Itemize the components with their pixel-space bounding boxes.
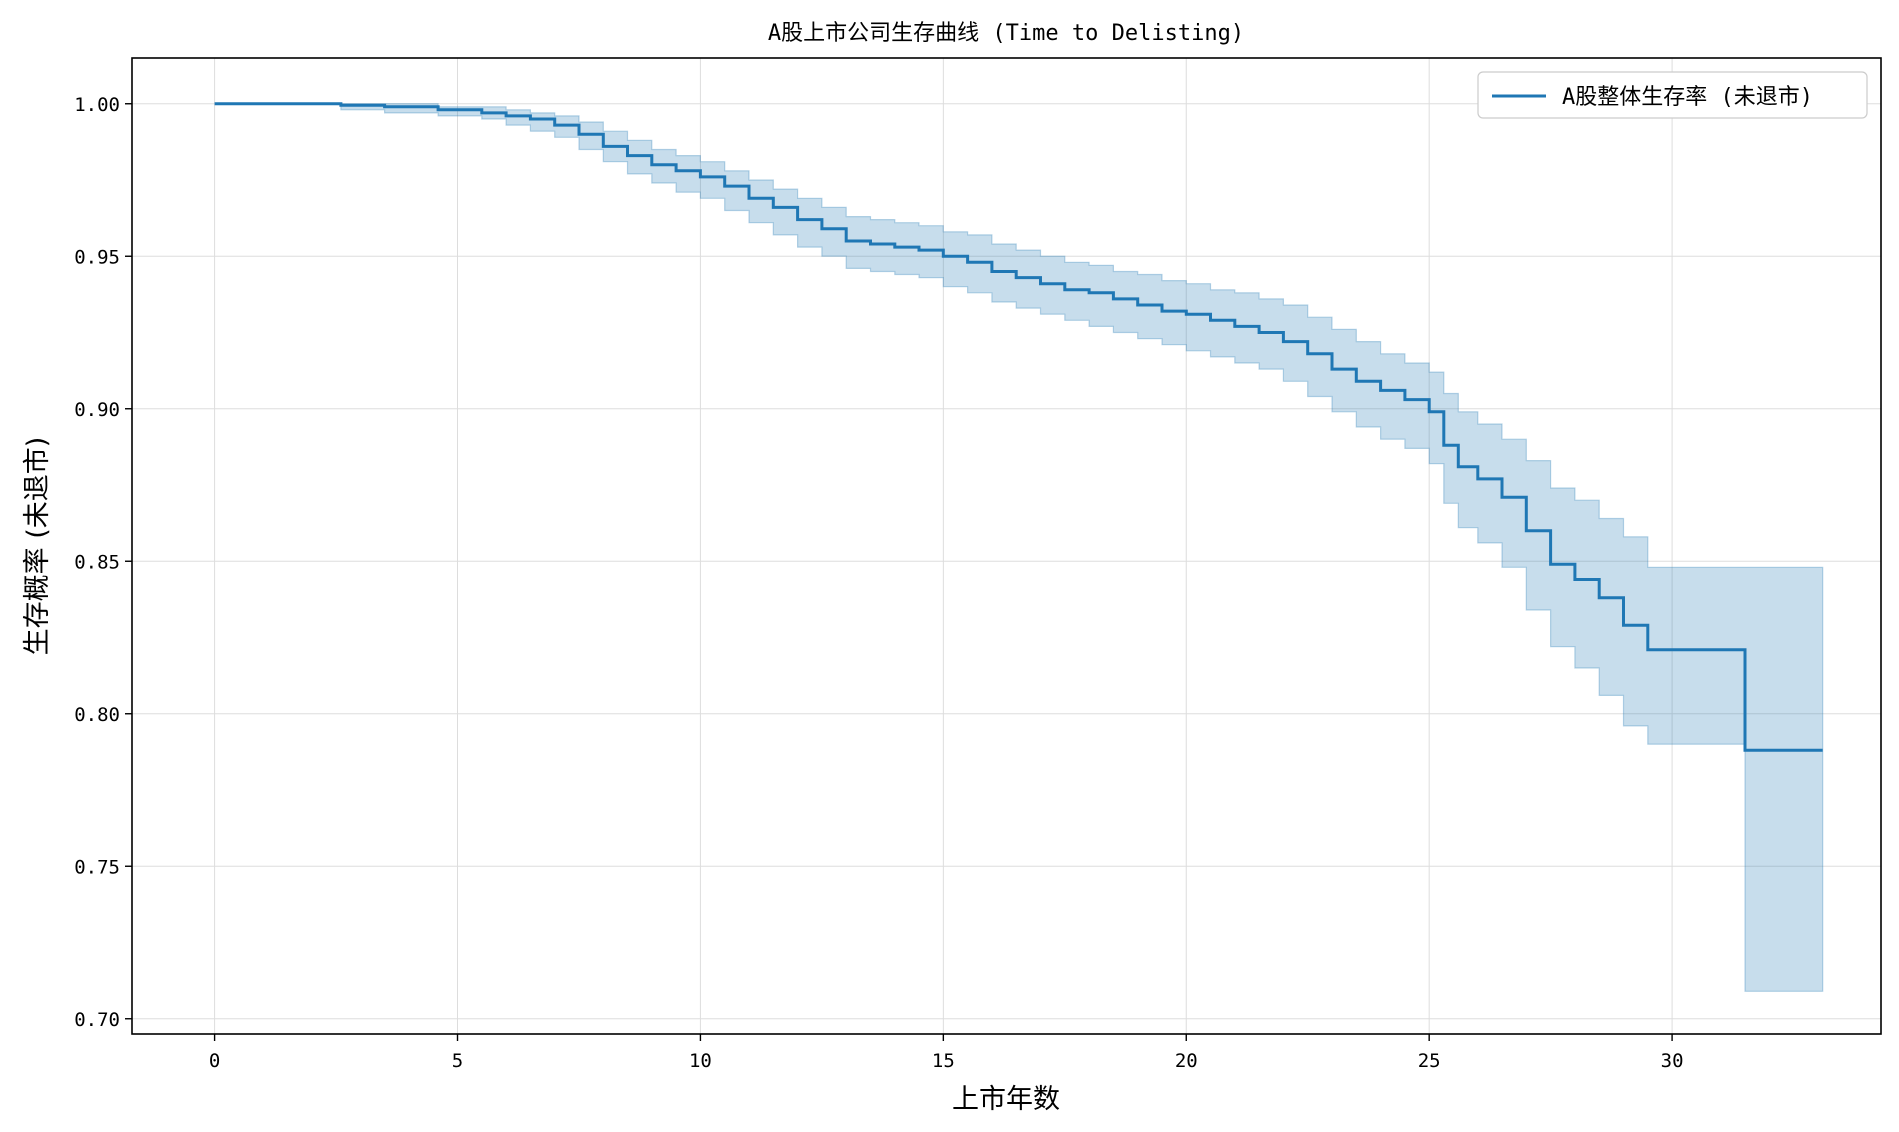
- x-tick-label: 25: [1418, 1050, 1441, 1072]
- confidence-band: [214, 103, 1824, 992]
- x-tick-label: 30: [1661, 1050, 1684, 1072]
- y-axis-label: 生存概率 (未退市): [22, 437, 53, 656]
- y-axis-ticks: 0.70 0.75 0.80 0.85 0.90 0.95 1.00: [74, 94, 132, 1031]
- x-tick-label: 15: [932, 1050, 955, 1072]
- plot-frame: [131, 57, 1882, 1035]
- series-lines: [214, 102, 1823, 752]
- y-tick-label: 0.80: [74, 704, 120, 726]
- y-tick-label: 0.70: [74, 1009, 120, 1031]
- legend-entry-label: A股整体生存率 (未退市): [1562, 85, 1813, 110]
- grid-lines: [132, 58, 1881, 1034]
- legend-box: [1477, 71, 1868, 119]
- x-axis-ticks: 0 5 10 15 20 25 30: [209, 1034, 1684, 1072]
- x-axis-label: 上市年数: [952, 1084, 1060, 1115]
- x-tick-label: 5: [452, 1050, 463, 1072]
- legend: A股整体生存率 (未退市): [1477, 71, 1868, 119]
- y-tick-label: 1.00: [74, 94, 120, 116]
- y-tick-label: 0.90: [74, 399, 120, 421]
- x-tick-label: 10: [689, 1050, 712, 1072]
- chart-title: A股上市公司生存曲线 (Time to Delisting): [768, 21, 1244, 46]
- survival-line: [214, 102, 1823, 752]
- y-tick-label: 0.95: [74, 246, 120, 268]
- x-tick-label: 20: [1175, 1050, 1198, 1072]
- y-tick-label: 0.75: [74, 856, 120, 878]
- y-tick-label: 0.85: [74, 551, 120, 573]
- ci-band-area: [214, 103, 1824, 992]
- x-tick-label: 0: [209, 1050, 220, 1072]
